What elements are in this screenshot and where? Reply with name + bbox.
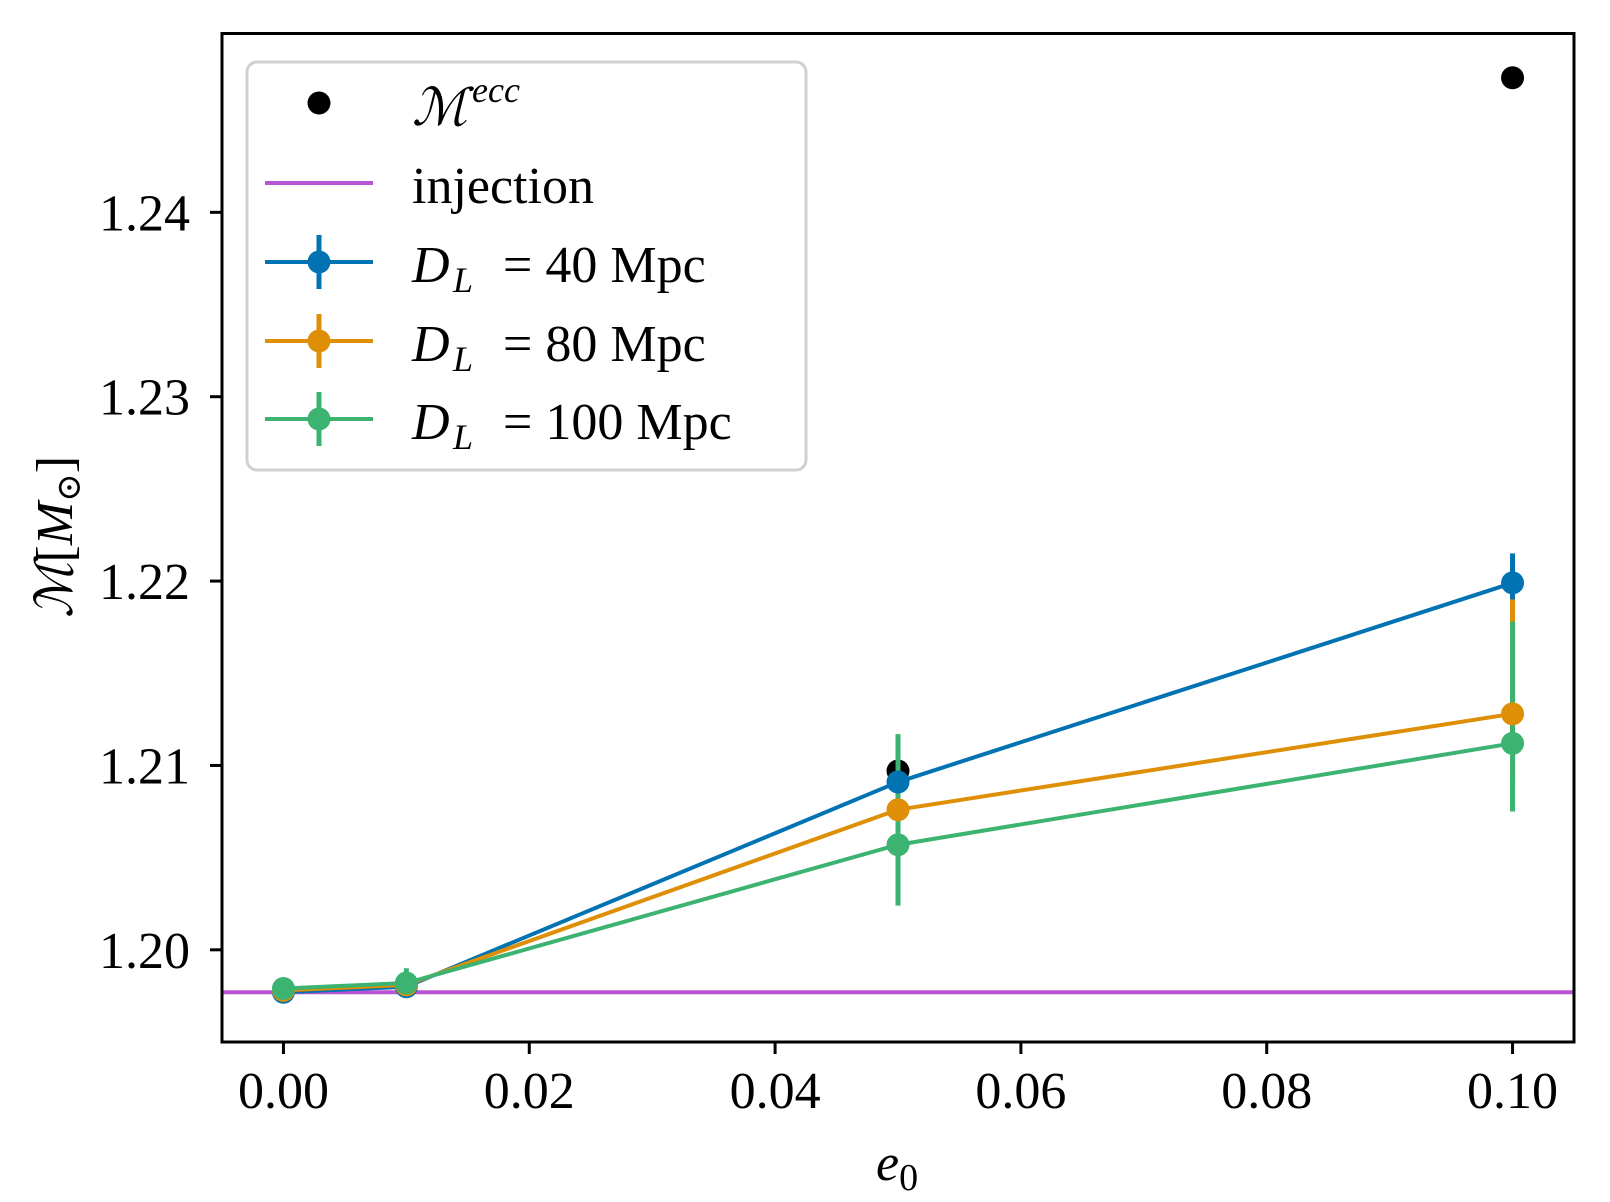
- axes: 0.00 0.02 0.04 0.06 0.08 0.10 1.20 1.21 1.22 1.23…: [99, 185, 1558, 1120]
- legend-handle-dl-40-marker: [307, 250, 331, 274]
- legend-label-dl-80-base: D: [411, 316, 450, 373]
- y-axis-label-open: [: [27, 545, 84, 562]
- y-tick-label: 1.23: [99, 370, 190, 427]
- legend-label-dl-80-sub: L: [452, 339, 473, 379]
- data-point-dl-100: [271, 977, 295, 1001]
- plot-area-frame: [220, 32, 1576, 1044]
- legend-label-dl-40-base: D: [411, 237, 450, 294]
- legend-label-dl-100-sub: L: [452, 417, 473, 457]
- plot-marks: [222, 66, 1574, 1004]
- legend-label-dl-40-rest: = 40 Mpc: [503, 237, 706, 294]
- data-point-dl-100: [886, 833, 910, 857]
- x-axis-label: e0: [876, 1135, 918, 1199]
- legend-label-dl-40: DL = 40 Mpc: [411, 237, 706, 300]
- legend-box: [245, 60, 808, 472]
- x-tick-label: 0.00: [238, 1063, 329, 1120]
- data-point-dl-40: [1501, 571, 1525, 595]
- y-tick-label: 1.20: [99, 923, 190, 980]
- x-tick-label: 0.06: [975, 1063, 1066, 1120]
- y-tick-label: 1.24: [99, 185, 190, 242]
- y-axis-label-unit-sub: ⊙: [49, 473, 89, 502]
- data-point-dl-80: [1501, 702, 1525, 726]
- legend-label-dl-100-base: D: [411, 394, 450, 451]
- legend-label-dl-80: DL = 80 Mpc: [411, 316, 706, 379]
- legend-label-mecc-base: ℳ: [412, 78, 474, 138]
- y-axis-label-symbol: ℳ: [25, 556, 85, 618]
- legend-handle-dl-80-marker: [307, 329, 331, 353]
- x-axis-label-sub: 0: [899, 1157, 918, 1199]
- legend-handle-dl-100-marker: [307, 407, 331, 431]
- legend-label-dl-80-rest: = 80 Mpc: [503, 316, 706, 373]
- y-tick-label: 1.21: [99, 738, 190, 795]
- data-point-dl-100: [1501, 731, 1525, 755]
- y-axis-label: ℳ[M⊙]: [25, 456, 89, 618]
- data-point-dl-80: [886, 798, 910, 822]
- y-axis-label-close: ]: [27, 456, 84, 473]
- y-tick-label: 1.22: [99, 554, 190, 611]
- mecc-point: [1501, 66, 1525, 90]
- legend-label-dl-40-sub: L: [452, 260, 473, 300]
- data-point-dl-100: [394, 971, 418, 995]
- data-point-dl-40: [886, 770, 910, 794]
- series-line-dl-100: [283, 741, 1513, 991]
- legend-handle-mecc-marker: [307, 91, 331, 115]
- y-axis-label-unit: M: [27, 499, 84, 546]
- legend-label-dl-100: DL = 100 Mpc: [411, 394, 732, 457]
- x-tick-label: 0.04: [730, 1063, 821, 1120]
- legend-label-dl-100-rest: = 100 Mpc: [503, 394, 732, 451]
- legend-handles: [265, 91, 373, 446]
- x-axis-label-base: e: [876, 1135, 899, 1192]
- legend-label-injection: injection: [412, 158, 594, 215]
- x-tick-label: 0.08: [1221, 1063, 1312, 1120]
- x-tick-label: 0.10: [1467, 1063, 1558, 1120]
- legend-label-mecc-sup: ecc: [472, 70, 520, 110]
- x-tick-label: 0.02: [484, 1063, 575, 1120]
